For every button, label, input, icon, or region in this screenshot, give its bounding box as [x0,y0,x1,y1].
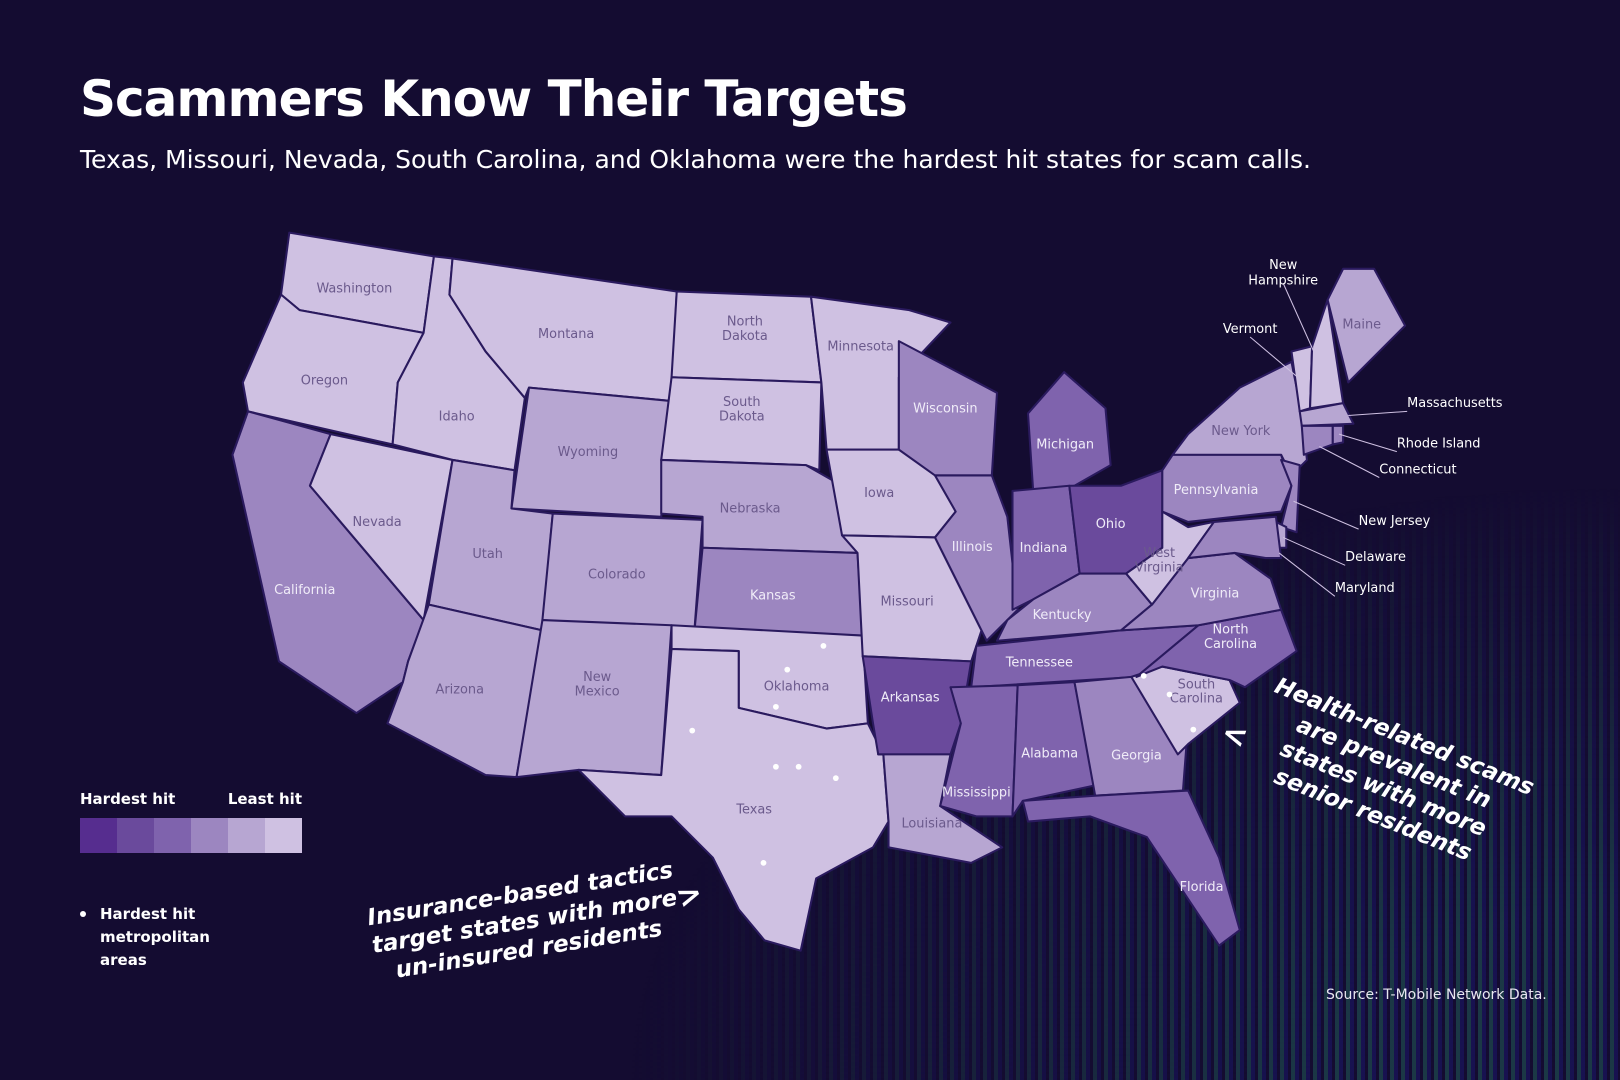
state-maryland [1187,515,1283,560]
state-louisiana [877,753,1004,864]
state-label-massachusetts: Massachusetts [1407,396,1503,411]
callout-line [1249,336,1305,383]
legend-swatch-1 [80,818,117,853]
source-note: Source: T-Mobile Network Data. [1326,987,1547,1003]
metro-area-dot [795,763,802,770]
state-label-maryland: Maryland [1335,581,1395,596]
legend-swatch-5 [228,818,265,853]
state-illinois [933,474,1019,642]
state-label-florida: Florida [1180,880,1224,895]
state-label-north-carolina: North Carolina [1204,623,1257,652]
state-label-iowa: Iowa [864,486,894,501]
state-label-ohio: Ohio [1096,517,1126,532]
metro-area-dot [1140,672,1147,679]
callout-line [1319,446,1380,478]
legend: Hardest hit Least hit [80,790,302,853]
state-label-new-hampshire: New Hampshire [1248,258,1318,288]
state-label-kansas: Kansas [750,588,796,603]
callout-line [1278,552,1336,597]
metro-area-dot [784,666,791,673]
state-label-west-virginia: West Virginia [1135,546,1184,575]
state-label-new-york: New York [1211,424,1271,439]
state-alabama [1011,681,1097,818]
state-label-arizona: Arizona [436,682,484,697]
metro-legend: Hardest hit metropolitan areas [80,903,260,972]
state-label-new-jersey: New Jersey [1359,514,1431,529]
state-label-south-dakota: South Dakota [719,395,765,424]
state-label-wyoming: Wyoming [558,445,619,460]
state-label-texas: Texas [735,802,772,817]
state-rhode-island [1331,424,1345,446]
state-label-indiana: Indiana [1020,541,1068,556]
state-label-oklahoma: Oklahoma [764,679,830,694]
state-texas [577,647,890,952]
state-label-delaware: Delaware [1345,550,1406,565]
metro-area-dot [1190,726,1197,733]
callout-line [1338,433,1397,453]
state-connecticut [1300,424,1334,456]
state-label-vermont: Vermont [1223,322,1278,337]
state-label-illinois: Illinois [952,540,993,555]
state-label-idaho: Idaho [439,410,475,425]
state-label-washington: Washington [316,282,392,297]
legend-swatch-3 [154,818,191,853]
state-label-virginia: Virginia [1191,586,1240,601]
state-label-nebraska: Nebraska [720,502,781,517]
state-label-rhode-island: Rhode Island [1397,437,1481,452]
callout-line [1282,536,1346,566]
legend-hardest-label: Hardest hit [80,790,176,808]
state-label-alabama: Alabama [1021,746,1078,761]
state-label-south-carolina: South Carolina [1170,677,1223,706]
state-label-missouri: Missouri [881,595,934,610]
state-wyoming [510,386,673,518]
state-florida [1021,789,1241,947]
state-label-minnesota: Minnesota [827,339,894,354]
state-label-utah: Utah [472,547,503,562]
state-michigan [1026,371,1112,492]
state-label-new-mexico: New Mexico [575,670,620,699]
state-label-arkansas: Arkansas [881,691,940,706]
legend-swatch-4 [191,818,228,853]
state-label-colorado: Colorado [588,568,646,583]
metro-dot-icon [80,911,86,917]
state-south-dakota [660,376,823,472]
state-west-virginia [1125,510,1215,606]
metro-area-dot [760,859,767,866]
metro-area-dot [820,643,827,649]
metro-area-dot [773,703,779,710]
legend-color-scale [80,818,302,853]
state-massachusetts [1298,402,1355,427]
state-label-georgia: Georgia [1111,749,1162,764]
state-new-jersey [1280,458,1301,534]
state-label-louisiana: Louisiana [901,817,962,832]
callout-line [1282,283,1329,383]
state-label-pennsylvania: Pennsylvania [1174,483,1259,498]
state-label-oregon: Oregon [301,374,348,389]
legend-swatch-6 [265,818,302,853]
state-maine [1326,267,1407,384]
state-label-tennessee: Tennessee [1005,656,1073,671]
callout-line [1293,500,1359,530]
page-title: Scammers Know Their Targets [80,70,908,128]
state-label-mississippi: Mississippi [942,786,1011,801]
callout-line [1348,410,1408,417]
state-label-wisconsin: Wisconsin [913,401,977,416]
state-label-montana: Montana [538,327,594,342]
state-label-maine: Maine [1342,318,1381,333]
state-label-connecticut: Connecticut [1379,462,1456,477]
metro-area-dot [832,775,839,782]
state-label-kentucky: Kentucky [1033,608,1092,623]
metro-label: Hardest hit metropolitan areas [100,905,210,969]
page-subtitle: Texas, Missouri, Nevada, South Carolina,… [80,145,1311,174]
state-label-michigan: Michigan [1036,438,1094,453]
legend-least-label: Least hit [227,790,302,808]
legend-swatch-2 [117,818,154,853]
state-label-nevada: Nevada [352,515,401,530]
metro-area-dot [1166,691,1173,698]
metro-area-dot [773,763,779,770]
state-label-north-dakota: North Dakota [722,315,768,344]
metro-area-dot [689,727,696,734]
state-label-california: California [274,583,335,598]
